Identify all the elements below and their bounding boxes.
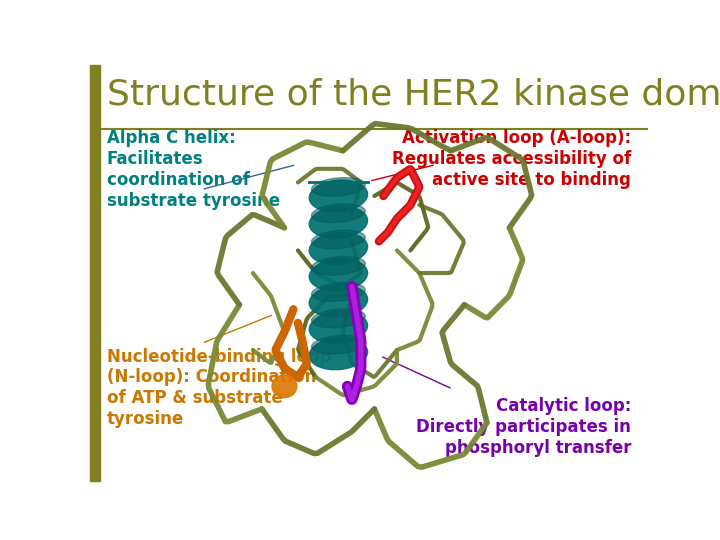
Ellipse shape [312, 230, 365, 249]
Bar [90, 65, 100, 481]
Text: Structure of the HER2 kinase domain: Structure of the HER2 kinase domain [107, 77, 720, 111]
Ellipse shape [312, 256, 365, 275]
Ellipse shape [309, 312, 368, 343]
Text: Activation loop (A-loop):
Regulates accessibility of
active site to binding: Activation loop (A-loop): Regulates acce… [392, 129, 631, 189]
Ellipse shape [312, 178, 365, 196]
Ellipse shape [272, 375, 297, 397]
Ellipse shape [309, 259, 368, 291]
Ellipse shape [312, 283, 365, 301]
Text: Catalytic loop:
Directly participates in
phosphoryl transfer: Catalytic loop: Directly participates in… [416, 397, 631, 457]
Ellipse shape [309, 206, 368, 238]
Text: Nucleotide-binding loop
(N-loop): Coordination
of ATP & substrate
tyrosine: Nucleotide-binding loop (N-loop): Coordi… [107, 348, 331, 428]
Ellipse shape [312, 309, 365, 328]
Ellipse shape [312, 335, 365, 354]
Ellipse shape [309, 233, 368, 265]
Ellipse shape [309, 180, 368, 212]
Ellipse shape [309, 338, 368, 370]
Ellipse shape [309, 285, 368, 317]
Text: Alpha C helix:
Facilitates
coordination of
substrate tyrosine: Alpha C helix: Facilitates coordination … [107, 129, 280, 210]
Ellipse shape [312, 204, 365, 222]
